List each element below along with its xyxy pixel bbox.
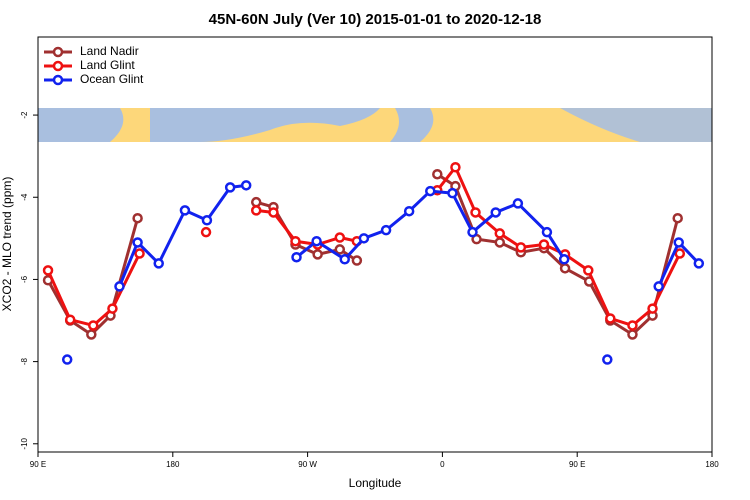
point <box>672 212 683 224</box>
point <box>224 182 236 193</box>
point <box>86 329 97 340</box>
point <box>179 205 191 216</box>
point <box>538 239 550 250</box>
plot-frame <box>37 36 713 453</box>
point <box>290 235 301 247</box>
point <box>334 244 346 255</box>
point <box>447 187 458 199</box>
point <box>291 251 302 263</box>
point <box>450 162 461 173</box>
x-tick-label: 0 <box>440 460 445 469</box>
point <box>380 224 392 236</box>
point <box>583 265 594 276</box>
point <box>512 198 524 209</box>
map-band <box>38 108 712 142</box>
x-tick-label: 180 <box>166 460 180 469</box>
point <box>627 320 638 331</box>
point <box>605 313 616 324</box>
legend-marker <box>52 60 64 72</box>
map-ocean <box>560 108 712 142</box>
map-ocean <box>38 108 124 142</box>
point <box>494 228 506 239</box>
map-ocean <box>150 108 380 142</box>
y-tick-label: -8 <box>20 358 29 366</box>
y-tick-label: -10 <box>20 437 29 449</box>
x-tick-label: 90 E <box>30 460 46 469</box>
point <box>107 303 118 314</box>
point <box>602 354 613 365</box>
point <box>558 254 570 265</box>
point <box>470 207 481 218</box>
x-axis-label: Longitude <box>349 476 402 490</box>
point <box>312 249 323 260</box>
legend-label: Land Nadir <box>80 44 139 58</box>
legend-marker <box>52 46 64 58</box>
point <box>114 281 125 292</box>
point <box>647 303 658 314</box>
point <box>425 185 436 197</box>
point <box>351 255 363 266</box>
point <box>200 226 212 238</box>
point <box>490 207 501 218</box>
point <box>627 329 638 340</box>
series <box>42 162 686 331</box>
y-tick-label: -2 <box>20 111 29 119</box>
point <box>515 242 527 253</box>
point <box>64 314 76 325</box>
point <box>403 205 415 217</box>
point <box>494 237 506 248</box>
y-axis-label: XCO2 - MLO trend (ppm) <box>0 177 14 312</box>
x-tick-label: 90 E <box>569 460 585 469</box>
legend-label: Ocean Glint <box>80 72 144 86</box>
point <box>334 232 346 243</box>
y-tick-label: -6 <box>20 275 29 283</box>
point <box>61 354 73 365</box>
point <box>467 226 478 238</box>
point <box>134 248 145 259</box>
chart-title: 45N-60N July (Ver 10) 2015-01-01 to 2020… <box>209 11 542 28</box>
legend-marker <box>52 74 64 86</box>
point <box>339 254 350 265</box>
point <box>88 320 99 331</box>
x-tick-label: 180 <box>705 460 719 469</box>
point <box>674 248 686 259</box>
x-tick-label: 90 W <box>298 460 317 469</box>
point <box>653 281 664 292</box>
series <box>61 180 705 365</box>
point <box>42 265 54 276</box>
point <box>201 215 213 226</box>
point <box>311 235 322 247</box>
point <box>559 263 571 274</box>
point <box>132 237 143 248</box>
point <box>673 237 684 248</box>
y-tick-label: -4 <box>20 193 29 201</box>
point <box>153 258 164 269</box>
point <box>541 226 553 238</box>
point <box>358 233 370 244</box>
point <box>240 180 252 191</box>
map-ocean <box>390 108 434 142</box>
point <box>132 212 143 224</box>
point <box>268 207 279 218</box>
legend-label: Land Glint <box>80 58 135 72</box>
point <box>693 258 705 269</box>
point <box>250 205 262 216</box>
point <box>250 196 262 208</box>
point <box>432 168 443 180</box>
